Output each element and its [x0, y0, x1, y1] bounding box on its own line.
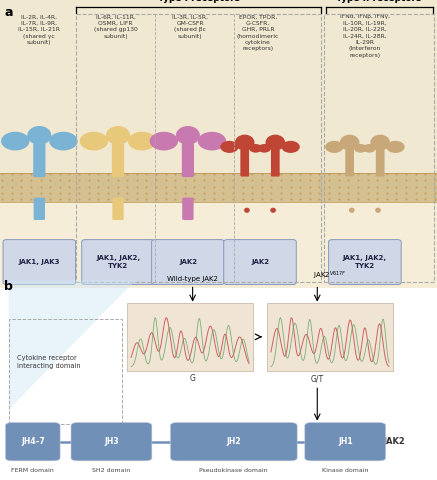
Ellipse shape [386, 141, 405, 153]
Text: JH4–7: JH4–7 [21, 437, 45, 446]
FancyBboxPatch shape [152, 240, 224, 285]
Ellipse shape [149, 132, 178, 151]
Ellipse shape [340, 134, 359, 151]
FancyBboxPatch shape [34, 198, 45, 220]
Bar [267, 302, 393, 371]
Ellipse shape [27, 126, 52, 145]
Bar [0, 173, 437, 202]
Text: Pseudokinase domain: Pseudokinase domain [199, 468, 268, 473]
Ellipse shape [349, 208, 355, 213]
FancyBboxPatch shape [5, 422, 60, 461]
Ellipse shape [371, 134, 390, 151]
FancyBboxPatch shape [71, 422, 152, 461]
Text: G: G [190, 374, 196, 383]
Ellipse shape [375, 208, 381, 213]
Text: G/T: G/T [311, 374, 324, 383]
FancyBboxPatch shape [182, 198, 194, 220]
FancyBboxPatch shape [376, 149, 385, 177]
Text: JAK2: JAK2 [179, 259, 197, 265]
Ellipse shape [266, 134, 285, 151]
FancyBboxPatch shape [271, 149, 280, 177]
Ellipse shape [198, 132, 226, 151]
Text: IL-6R, IL-11R,
OSMR, LIFR
(shared gp130
subunit): IL-6R, IL-11R, OSMR, LIFR (shared gp130 … [94, 14, 138, 38]
Polygon shape [9, 280, 135, 409]
Text: JH2: JH2 [226, 437, 241, 446]
FancyBboxPatch shape [112, 198, 124, 220]
Text: Wild-type JAK2: Wild-type JAK2 [167, 276, 218, 282]
FancyBboxPatch shape [305, 422, 386, 461]
Bar [127, 302, 253, 371]
FancyBboxPatch shape [3, 240, 76, 285]
Text: a: a [4, 6, 13, 19]
Ellipse shape [354, 144, 367, 153]
Ellipse shape [270, 208, 276, 213]
Ellipse shape [363, 144, 376, 153]
FancyBboxPatch shape [329, 240, 401, 285]
Ellipse shape [258, 144, 271, 153]
Text: IL-3R, IL-5R,
GM-CSFR
(shared βc
subunit): IL-3R, IL-5R, GM-CSFR (shared βc subunit… [172, 14, 208, 38]
Text: JAK1, JAK2,
TYK2: JAK1, JAK2, TYK2 [96, 255, 140, 269]
Text: Kinase domain: Kinase domain [322, 468, 368, 473]
FancyBboxPatch shape [345, 149, 354, 177]
Ellipse shape [128, 132, 156, 151]
Ellipse shape [325, 141, 343, 153]
Text: JAK1, JAK3: JAK1, JAK3 [19, 259, 60, 265]
Ellipse shape [249, 144, 262, 153]
Bar [0, 0, 437, 173]
FancyBboxPatch shape [240, 149, 249, 177]
Text: b: b [4, 280, 13, 293]
Ellipse shape [1, 132, 29, 151]
Text: Type II receptors: Type II receptors [336, 0, 422, 3]
Text: IL-2R, IL-4R,
IL-7R, IL-9R,
IL-15R, IL-21R
(shared γc
subunit): IL-2R, IL-4R, IL-7R, IL-9R, IL-15R, IL-2… [18, 14, 60, 45]
Text: JAK2: JAK2 [384, 437, 405, 446]
Text: JAK1, JAK2,
TYK2: JAK1, JAK2, TYK2 [343, 255, 387, 269]
Ellipse shape [220, 141, 239, 153]
Bar [0, 202, 437, 288]
Text: Type I receptors: Type I receptors [158, 0, 240, 3]
FancyBboxPatch shape [182, 143, 194, 177]
Text: SH2 domain: SH2 domain [92, 468, 131, 473]
Text: JAK2: JAK2 [251, 259, 269, 265]
Text: EPOR, TPOR,
G-CSFR,
GHR, PRLR
(homodimeric
cytokine
receptors): EPOR, TPOR, G-CSFR, GHR, PRLR (homodimer… [237, 14, 279, 51]
Text: JH3: JH3 [104, 437, 119, 446]
FancyBboxPatch shape [82, 240, 154, 285]
Ellipse shape [235, 134, 254, 151]
Ellipse shape [80, 132, 108, 151]
Text: FERM domain: FERM domain [11, 468, 54, 473]
FancyBboxPatch shape [170, 422, 297, 461]
FancyBboxPatch shape [33, 143, 45, 177]
FancyBboxPatch shape [112, 143, 124, 177]
Ellipse shape [244, 208, 250, 213]
FancyBboxPatch shape [224, 240, 296, 285]
Ellipse shape [106, 126, 130, 145]
Text: Cytokine receptor
interacting domain: Cytokine receptor interacting domain [17, 355, 81, 369]
Text: JH1: JH1 [338, 437, 353, 446]
Text: JAK2$^{V617F}$: JAK2$^{V617F}$ [313, 270, 347, 282]
Text: IFNα, IFNβ, IFNγ,
IL-10R, IL-19R,
IL-20R, IL-22R,
IL-24R, IL-28R,
IL-29R
(Interf: IFNα, IFNβ, IFNγ, IL-10R, IL-19R, IL-20R… [340, 14, 390, 58]
Ellipse shape [281, 141, 300, 153]
Ellipse shape [176, 126, 200, 145]
Ellipse shape [49, 132, 78, 151]
